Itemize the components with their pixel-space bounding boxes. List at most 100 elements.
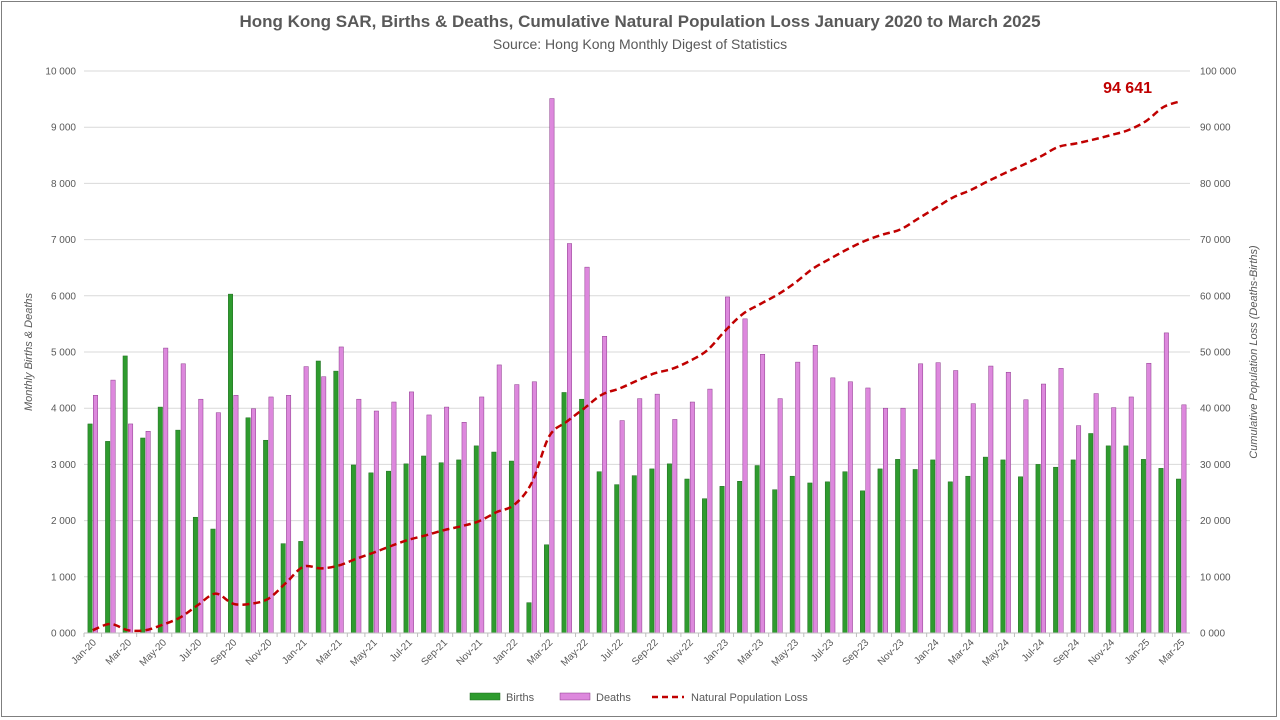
deaths-bar [935, 362, 941, 634]
deaths-bar [567, 243, 572, 634]
deaths-bar [847, 381, 853, 634]
births-bar [930, 459, 936, 634]
births-bar [561, 392, 567, 634]
births-bar [1140, 459, 1146, 634]
births-bar [1070, 459, 1076, 634]
left-tick-label: 4 000 [51, 404, 76, 415]
deaths-bar [356, 398, 362, 634]
x-tick-label: Nov-20 [244, 637, 275, 668]
natural-population-loss-line [92, 99, 1182, 633]
deaths-bar [795, 361, 801, 634]
deaths-bar [988, 365, 994, 634]
deaths-bar [1163, 332, 1169, 634]
x-tick-label: Nov-23 [876, 637, 907, 668]
chart-subtitle: Source: Hong Kong Monthly Digest of Stat… [492, 36, 788, 52]
x-tick-label: Jul-21 [388, 637, 415, 664]
deaths-bar [970, 403, 976, 634]
right-tick-label: 60 000 [1200, 291, 1231, 302]
births-bar [1018, 476, 1023, 634]
legend-deaths-swatch [559, 692, 591, 701]
births-bar [666, 463, 672, 634]
right-tick-label: 90 000 [1200, 123, 1231, 134]
x-tick-label: Sep-20 [209, 637, 240, 668]
births-bar [772, 489, 778, 634]
x-tick-label: Jan-22 [491, 637, 521, 667]
births-bar [1088, 433, 1094, 634]
right-tick-label: 0 000 [1200, 629, 1225, 640]
x-tick-label: Mar-20 [104, 637, 134, 667]
deaths-bar [1146, 362, 1152, 634]
legend-deaths-label: Deaths [596, 692, 631, 704]
x-tick-label: May-22 [559, 637, 591, 669]
births-bar [438, 462, 444, 634]
births-bar [245, 417, 251, 634]
deaths-bar [233, 395, 239, 634]
x-tick-label: Mar-24 [946, 637, 976, 667]
x-tick-label: Mar-25 [1157, 637, 1187, 667]
deaths-bar [760, 353, 766, 634]
deaths-bar [1058, 368, 1064, 634]
left-tick-label: 1 000 [51, 572, 76, 583]
deaths-bar [1181, 404, 1187, 634]
bar-series [87, 98, 1187, 634]
deaths-bar [110, 379, 116, 634]
births-bar [122, 355, 128, 634]
x-tick-label: Jul-22 [599, 637, 626, 664]
x-tick-label: Jan-21 [280, 637, 310, 667]
births-bar [280, 543, 286, 634]
x-tick-label: Jul-23 [809, 637, 836, 664]
births-bar [631, 475, 637, 634]
births-bar [614, 484, 620, 634]
deaths-bar [654, 393, 660, 634]
births-bar [263, 439, 269, 634]
right-tick-label: 100 000 [1200, 67, 1237, 78]
births-bar [456, 459, 462, 634]
births-bar [684, 478, 690, 634]
right-tick-label: 80 000 [1200, 179, 1231, 190]
births-bar [1000, 459, 1006, 634]
births-bar [386, 470, 391, 634]
births-bar [807, 482, 813, 634]
left-tick-label: 7 000 [51, 235, 76, 246]
x-tick-label: Jan-25 [1123, 637, 1153, 667]
right-axis-ticks: 0 000 10 000 20 000 30 000 40 000 50 000 60 00… [1200, 67, 1237, 640]
legend: Births Deaths Natural Population Loss [469, 692, 808, 704]
legend-loss-label: Natural Population Loss [691, 692, 808, 704]
deaths-bar [777, 398, 783, 634]
births-bar [1158, 468, 1164, 634]
deaths-bar [251, 408, 256, 634]
deaths-bar [163, 347, 169, 634]
deaths-bar [865, 387, 871, 634]
births-bar [210, 528, 216, 634]
deaths-bar [672, 419, 678, 634]
births-bar [350, 464, 356, 634]
deaths-bar [338, 346, 344, 634]
deaths-bar [321, 376, 327, 634]
chart-title: Hong Kong SAR, Births & Deaths, Cumulati… [239, 12, 1041, 31]
births-bar [842, 471, 848, 634]
x-tick-label: May-23 [770, 637, 802, 669]
x-tick-label: Jan-23 [701, 637, 731, 667]
deaths-bar [707, 388, 713, 634]
deaths-bar [1093, 393, 1099, 634]
births-bar [333, 370, 339, 634]
left-tick-label: 6 000 [51, 291, 76, 302]
x-tick-label: May-24 [980, 637, 1012, 669]
deaths-bar [373, 410, 379, 634]
births-bar [421, 455, 427, 634]
births-bar [140, 437, 146, 634]
births-bar [1053, 466, 1059, 634]
births-bar [1105, 445, 1111, 634]
left-tick-label: 5 000 [51, 348, 76, 359]
deaths-bar [725, 296, 730, 634]
births-bar [965, 475, 971, 634]
deaths-bar [602, 336, 608, 634]
gridlines [84, 70, 1190, 578]
x-tick-label: Mar-22 [525, 637, 555, 667]
deaths-bar [391, 401, 397, 634]
deaths-bar [1076, 425, 1082, 634]
births-bar [473, 445, 479, 634]
births-bar [403, 463, 409, 634]
right-tick-label: 50 000 [1200, 348, 1231, 359]
